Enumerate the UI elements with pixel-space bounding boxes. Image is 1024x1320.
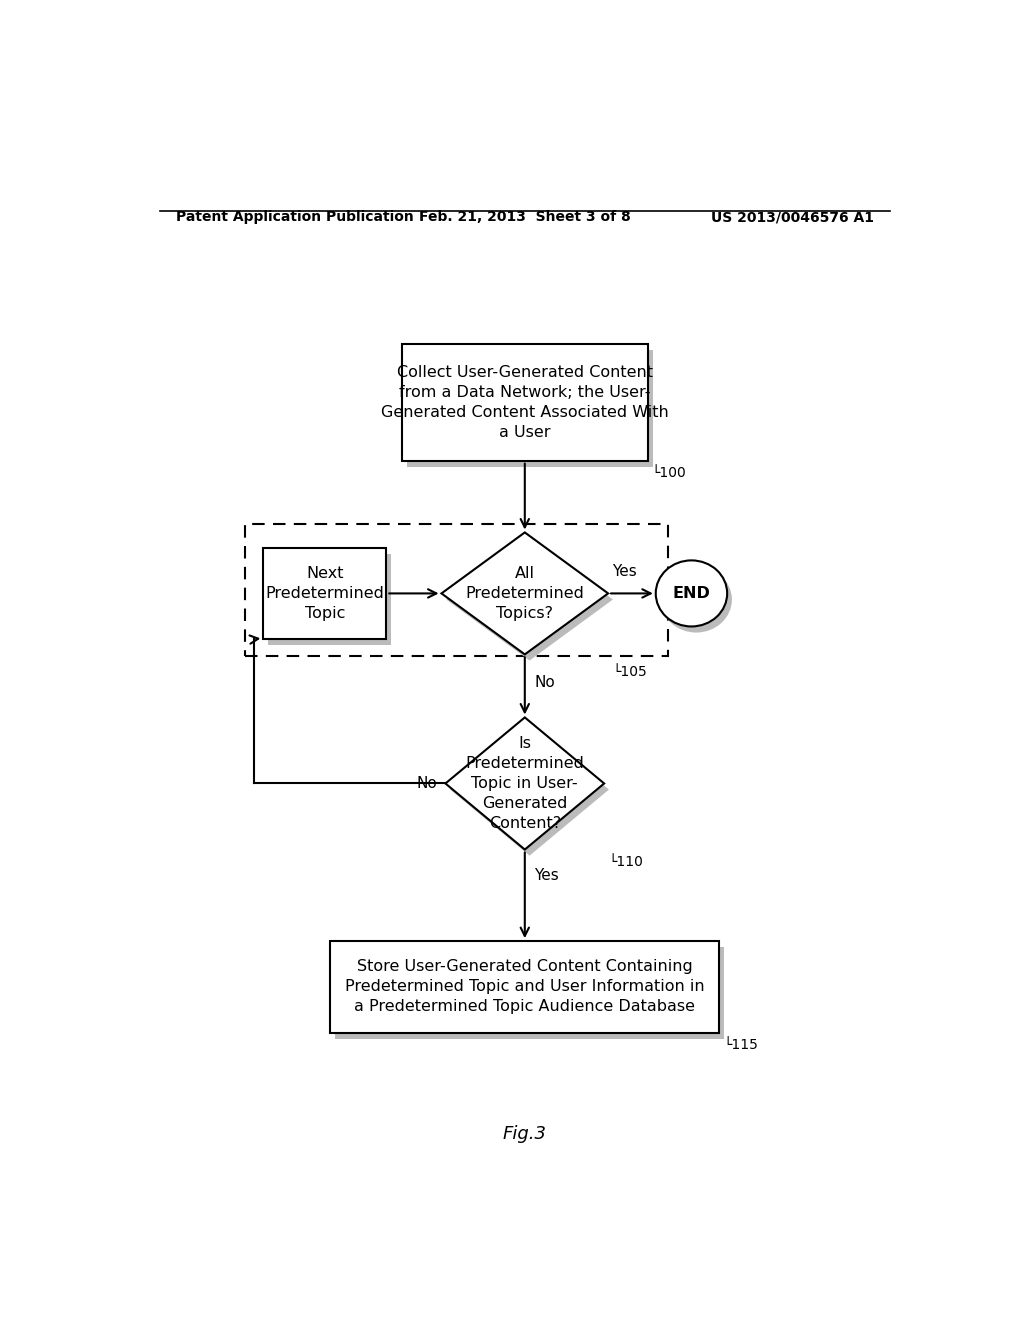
Text: US 2013/0046576 A1: US 2013/0046576 A1 xyxy=(711,210,873,224)
Polygon shape xyxy=(441,532,608,655)
Ellipse shape xyxy=(660,566,732,632)
Text: Store User-Generated Content Containing
Predetermined Topic and User Information: Store User-Generated Content Containing … xyxy=(345,960,705,1014)
FancyBboxPatch shape xyxy=(263,548,386,639)
Text: No: No xyxy=(535,675,555,690)
Polygon shape xyxy=(451,723,609,855)
FancyBboxPatch shape xyxy=(401,345,648,461)
Polygon shape xyxy=(445,718,604,850)
FancyBboxPatch shape xyxy=(407,350,652,467)
Text: END: END xyxy=(673,586,711,601)
Text: Next
Predetermined
Topic: Next Predetermined Topic xyxy=(265,566,384,620)
Text: No: No xyxy=(417,776,437,791)
Text: └115: └115 xyxy=(723,1038,758,1052)
Text: Patent Application Publication: Patent Application Publication xyxy=(176,210,414,224)
FancyBboxPatch shape xyxy=(331,941,719,1032)
Text: Yes: Yes xyxy=(535,867,559,883)
Text: Is
Predetermined
Topic in User-
Generated
Content?: Is Predetermined Topic in User- Generate… xyxy=(465,737,585,830)
Ellipse shape xyxy=(655,561,727,627)
FancyBboxPatch shape xyxy=(335,948,724,1039)
Text: All
Predetermined
Topics?: All Predetermined Topics? xyxy=(465,566,585,620)
Text: Fig.3: Fig.3 xyxy=(503,1125,547,1143)
Text: Yes: Yes xyxy=(612,564,637,579)
Text: └105: └105 xyxy=(612,664,647,678)
FancyBboxPatch shape xyxy=(268,554,391,645)
Text: └110: └110 xyxy=(608,854,643,869)
Text: Collect User-Generated Content
from a Data Network; the User-
Generated Content : Collect User-Generated Content from a Da… xyxy=(381,366,669,440)
Text: Feb. 21, 2013  Sheet 3 of 8: Feb. 21, 2013 Sheet 3 of 8 xyxy=(419,210,631,224)
Text: └100: └100 xyxy=(652,466,686,480)
Polygon shape xyxy=(446,539,613,660)
